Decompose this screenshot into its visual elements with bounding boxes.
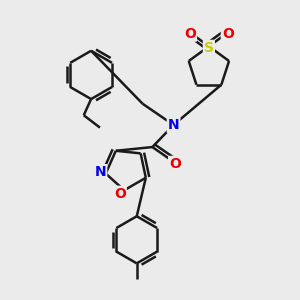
Text: O: O — [169, 157, 181, 171]
Text: O: O — [114, 187, 126, 201]
Text: O: O — [222, 27, 234, 41]
Text: S: S — [204, 41, 214, 55]
Text: N: N — [168, 118, 179, 132]
Text: N: N — [94, 165, 106, 179]
Text: O: O — [184, 27, 196, 41]
